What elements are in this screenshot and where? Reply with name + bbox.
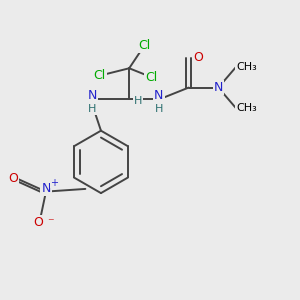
Text: CH₃: CH₃ xyxy=(236,62,257,72)
Text: N: N xyxy=(154,89,164,102)
Text: H: H xyxy=(134,96,142,106)
Text: H: H xyxy=(88,104,96,114)
Text: N: N xyxy=(41,182,51,195)
Text: H: H xyxy=(155,104,163,114)
Text: Cl: Cl xyxy=(146,71,158,84)
Text: N: N xyxy=(87,89,97,102)
Text: CH₃: CH₃ xyxy=(236,103,257,113)
Text: O: O xyxy=(193,51,203,64)
Text: O: O xyxy=(34,216,44,229)
Text: Cl: Cl xyxy=(138,40,150,52)
Text: N: N xyxy=(214,81,223,94)
Text: Cl: Cl xyxy=(93,69,106,82)
Text: ⁻: ⁻ xyxy=(47,216,54,229)
Text: +: + xyxy=(50,178,58,188)
Text: O: O xyxy=(8,172,18,185)
